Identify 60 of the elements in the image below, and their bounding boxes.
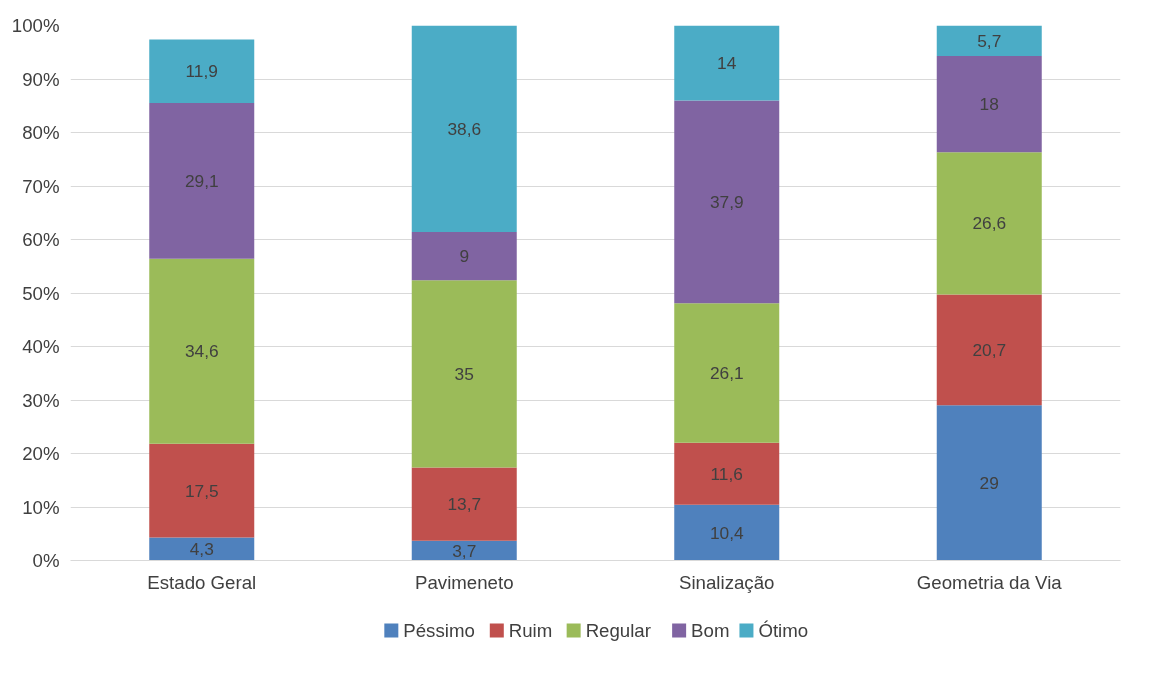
legend-label: Ruim (508, 620, 553, 641)
y-tick-label: 40% (22, 336, 60, 357)
bar (149, 103, 255, 259)
bar (411, 467, 517, 541)
y-tick-label: 80% (22, 122, 60, 143)
y-tick-label: 50% (22, 282, 60, 304)
x-tick-label: Pavimeneto (414, 571, 514, 593)
bar (674, 504, 780, 561)
bar (149, 443, 255, 538)
legend-label: Regular (585, 620, 651, 641)
y-tick-label: 10% (22, 496, 60, 518)
x-tick-label: Geometria da Via (916, 571, 1063, 593)
bar (411, 280, 517, 468)
data-label: 20,7 (972, 339, 1007, 360)
data-label: 5,7 (977, 30, 1002, 51)
data-label: 37,9 (709, 191, 744, 212)
data-label: 29,1 (184, 170, 219, 191)
bar (936, 405, 1042, 561)
data-label: 11,9 (185, 61, 218, 82)
bar (411, 540, 517, 561)
data-label: 38,6 (447, 118, 482, 139)
legend-label: Ótimo (758, 620, 809, 641)
data-label: 13,7 (447, 494, 482, 515)
bar (411, 25, 517, 233)
y-tick-label: 60% (22, 229, 60, 250)
data-label: 10,4 (709, 522, 744, 543)
bar (149, 537, 255, 561)
y-tick-label: 90% (22, 68, 60, 90)
data-label: 34,6 (184, 341, 219, 362)
bar (936, 294, 1042, 406)
y-tick-label: 100% (11, 15, 60, 36)
bar (936, 152, 1042, 295)
data-label: 3,7 (452, 540, 477, 561)
bar (149, 39, 255, 104)
y-tick-label: 20% (22, 443, 60, 464)
data-label: 26,6 (972, 213, 1007, 234)
bar (936, 55, 1042, 153)
bar (674, 442, 780, 505)
x-tick-label: Estado Geral (147, 571, 257, 593)
bar (674, 303, 780, 443)
data-label: 26,1 (709, 362, 744, 383)
legend-label: Bom (691, 620, 730, 641)
data-label: 11,6 (710, 463, 743, 484)
data-label: 29 (979, 472, 999, 493)
data-label: 35 (454, 363, 474, 384)
data-label: 18 (979, 94, 999, 115)
bar (674, 25, 780, 101)
bar (149, 258, 255, 444)
y-tick-label: 30% (22, 389, 60, 411)
data-label: 14 (717, 52, 737, 73)
data-label: 17,5 (184, 480, 219, 501)
data-label: 4,3 (189, 539, 214, 559)
x-tick-label: Sinalização (679, 571, 775, 593)
y-tick-label: 70% (22, 175, 60, 197)
data-label: 9 (459, 246, 470, 267)
y-tick-label: 0% (32, 550, 60, 571)
bar (674, 100, 780, 304)
bar (936, 25, 1042, 56)
bar (411, 232, 517, 281)
legend-label: Péssimo (403, 620, 475, 641)
